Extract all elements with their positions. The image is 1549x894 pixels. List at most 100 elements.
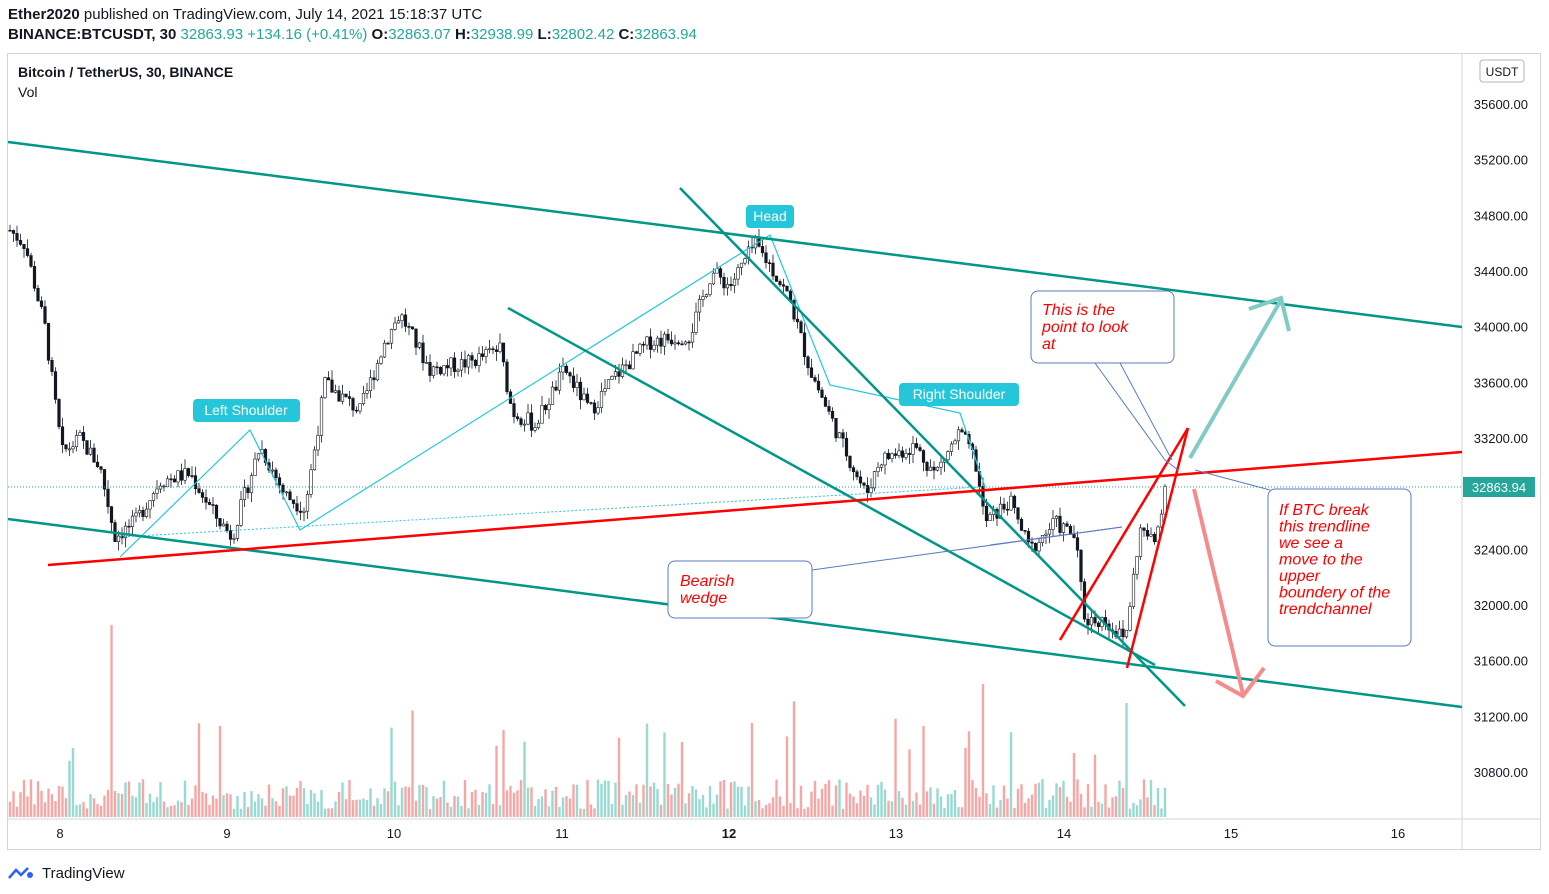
volume-bar-100 bbox=[358, 799, 362, 817]
volume-bar-18 bbox=[71, 748, 75, 817]
volume-bar-289 bbox=[1020, 784, 1023, 817]
candle-body-137 bbox=[487, 348, 492, 351]
volume-bar-310 bbox=[1093, 754, 1097, 817]
volume-bar-159 bbox=[565, 796, 568, 817]
candle-body-55 bbox=[200, 492, 205, 498]
volume-bar-206 bbox=[729, 782, 733, 817]
volume-label[interactable]: Vol bbox=[18, 84, 37, 100]
volume-bar-11 bbox=[47, 788, 50, 817]
volume-bar-293 bbox=[1034, 783, 1037, 817]
candle-body-179 bbox=[634, 351, 639, 354]
volume-bar-157 bbox=[558, 806, 561, 817]
candle-body-111 bbox=[396, 320, 401, 324]
candle-body-22 bbox=[85, 440, 89, 455]
volume-bar-220 bbox=[778, 796, 782, 817]
candle-body-104 bbox=[372, 377, 376, 381]
volume-bar-63 bbox=[229, 794, 232, 817]
volume-bar-95 bbox=[341, 782, 344, 817]
volume-bar-141 bbox=[502, 729, 505, 817]
arrow-down-head bbox=[1215, 666, 1266, 699]
volume-bar-29 bbox=[110, 625, 113, 817]
volume-bar-235 bbox=[831, 805, 834, 817]
time-tick-4: 12 bbox=[722, 826, 736, 841]
candle-body-7 bbox=[32, 266, 37, 289]
candle-body-110 bbox=[393, 322, 397, 330]
volume-bar-271 bbox=[957, 807, 960, 817]
volume-bar-205 bbox=[726, 808, 729, 817]
volume-bar-5 bbox=[26, 796, 29, 817]
volume-bar-314 bbox=[1107, 807, 1111, 817]
candle-body-25 bbox=[95, 461, 100, 468]
price-tick-11: 30800.00 bbox=[1474, 765, 1528, 780]
candle-body-84 bbox=[302, 510, 306, 513]
volume-bar-223 bbox=[789, 802, 792, 817]
volume-bar-181 bbox=[642, 784, 645, 817]
volume-bar-320 bbox=[1128, 808, 1132, 817]
volume-bar-20 bbox=[78, 804, 82, 817]
candle-body-158 bbox=[561, 365, 565, 373]
volume-bar-296 bbox=[1044, 808, 1048, 817]
volume-bar-129 bbox=[460, 806, 463, 817]
candle-body-122 bbox=[435, 366, 439, 369]
volume-bar-86 bbox=[309, 790, 313, 817]
label-right-shoulder[interactable]: Right Shoulder bbox=[899, 383, 1019, 406]
volume-bar-278 bbox=[981, 684, 985, 817]
candle-body-96 bbox=[344, 393, 348, 397]
trendline-red bbox=[47, 450, 1463, 567]
author-name[interactable]: Ether2020 bbox=[8, 6, 80, 23]
volume-bar-102 bbox=[365, 800, 369, 817]
candle-body-144 bbox=[512, 403, 516, 418]
candle-body-163 bbox=[578, 381, 583, 401]
label-head[interactable]: Head bbox=[746, 205, 794, 228]
candle-body-159 bbox=[564, 365, 569, 373]
footer-brand[interactable]: TradingView bbox=[8, 862, 125, 884]
currency-button[interactable]: USDT bbox=[1479, 59, 1525, 83]
volume-bar-243 bbox=[859, 790, 862, 817]
candle-body-255 bbox=[900, 450, 905, 458]
volume-bar-54 bbox=[197, 723, 201, 817]
candle-body-140 bbox=[498, 342, 502, 352]
volume-bar-226 bbox=[799, 785, 803, 817]
candle-body-27 bbox=[102, 469, 107, 490]
candle-body-85 bbox=[305, 494, 310, 512]
volume-bar-188 bbox=[666, 784, 670, 817]
candle-body-13 bbox=[53, 371, 58, 400]
candle-body-135 bbox=[480, 353, 485, 357]
volume-bar-290 bbox=[1023, 802, 1027, 817]
chart-frame bbox=[7, 53, 1541, 850]
volume-bar-30 bbox=[113, 790, 117, 817]
volume-bar-91 bbox=[327, 808, 330, 817]
callout-bearish-wedge[interactable]: Bearish wedge bbox=[667, 560, 813, 619]
volume-bar-183 bbox=[649, 786, 652, 817]
volume-bar-147 bbox=[523, 741, 526, 817]
candle-body-138 bbox=[491, 348, 495, 351]
price-tick-1: 35200.00 bbox=[1474, 153, 1528, 168]
candle-body-14 bbox=[57, 399, 61, 428]
volume-bar-0 bbox=[8, 801, 12, 817]
tradingview-logo-icon bbox=[8, 867, 33, 879]
candle-body-242 bbox=[855, 471, 859, 478]
callout-point-to-look[interactable]: This is the point to look at bbox=[1030, 290, 1175, 364]
open-value: 32863.07 bbox=[388, 26, 451, 43]
time-tick-3: 11 bbox=[555, 826, 569, 841]
volume-bar-267 bbox=[943, 808, 946, 817]
candle-body-284 bbox=[1002, 503, 1006, 510]
volume-bar-276 bbox=[974, 788, 978, 817]
candle-body-196 bbox=[694, 311, 698, 333]
candle-body-34 bbox=[127, 525, 131, 528]
candle-body-256 bbox=[904, 453, 908, 458]
candle-body-10 bbox=[43, 306, 47, 324]
price-change: +134.16 (+0.41%) bbox=[247, 26, 368, 43]
candle-body-293 bbox=[1033, 542, 1038, 552]
ohlc-bar: BINANCE:BTCUSDT, 30 32863.93 +134.16 (+0… bbox=[8, 26, 697, 43]
callout-breakout[interactable]: If BTC break this trendline we see a move t… bbox=[1267, 488, 1412, 647]
label-left-shoulder[interactable]: Left Shoulder bbox=[193, 399, 300, 422]
candle-body-12 bbox=[50, 359, 54, 372]
candle-body-197 bbox=[697, 299, 702, 313]
candle-body-302 bbox=[1065, 523, 1069, 527]
volume-bar-133 bbox=[474, 789, 477, 817]
volume-bar-207 bbox=[733, 781, 736, 817]
volume-bar-51 bbox=[187, 804, 190, 817]
